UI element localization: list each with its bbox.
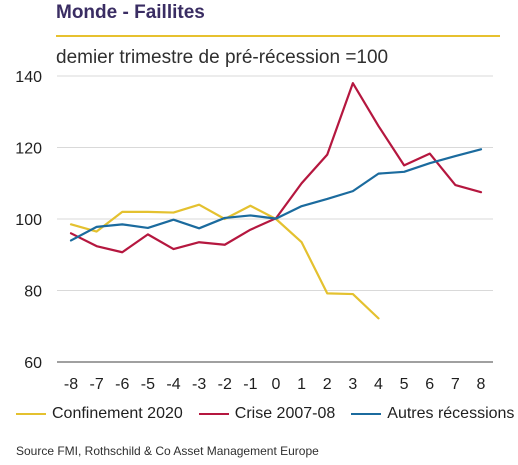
x-tick-label: 0	[272, 376, 281, 393]
x-tick-label: 1	[297, 376, 306, 393]
x-tick-label: 5	[400, 376, 409, 393]
x-tick-label: 8	[477, 376, 486, 393]
legend-item-autres-recessions: Autres récessions	[351, 405, 514, 423]
x-tick-label: -7	[90, 376, 104, 393]
chart-title: Monde - Faillites	[56, 2, 205, 23]
x-tick-label: 2	[323, 376, 332, 393]
legend-item-confinement-2020: Confinement 2020	[16, 405, 183, 423]
chart-subtitle: demier trimestre de pré-récession =100	[56, 47, 389, 68]
x-tick-label: -6	[115, 376, 129, 393]
y-tick-label: 120	[15, 141, 42, 158]
x-tick-label: -1	[243, 376, 257, 393]
y-tick-label: 100	[15, 212, 42, 229]
x-tick-label: -4	[166, 376, 180, 393]
x-tick-label: -3	[192, 376, 206, 393]
x-tick-label: -8	[64, 376, 78, 393]
legend-swatch-autres-recessions	[351, 413, 382, 415]
legend-item-crise-2007-08: Crise 2007-08	[198, 405, 336, 423]
title-underline	[56, 35, 500, 37]
legend-swatch-crise-2007-08	[198, 413, 229, 415]
x-tick-label: 6	[425, 376, 434, 393]
source-note: Source FMI, Rothschild & Co Asset Manage…	[16, 444, 319, 458]
x-tick-label: 4	[374, 376, 383, 393]
x-tick-label: -5	[141, 376, 155, 393]
series-layer	[69, 82, 483, 320]
axis-layer: 60 80 100 120 140 -8 -7 -6 -5 -4 -3 -2 -1 0 1 2 3 4 5 6 7 8	[15, 69, 493, 393]
legend-label-confinement-2020: Confinement 2020	[52, 405, 183, 422]
y-tick-label: 80	[24, 284, 42, 301]
y-tick-label: 60	[24, 355, 42, 372]
legend-label-crise-2007-08: Crise 2007-08	[234, 405, 336, 422]
legend-swatch-confinement-2020	[16, 413, 46, 415]
grid-layer	[57, 75, 493, 291]
legend-label-autres-recessions: Autres récessions	[387, 405, 515, 422]
series-line-2	[69, 148, 483, 242]
y-tick-label: 140	[15, 69, 42, 86]
series-line-0	[69, 203, 380, 320]
legend: Confinement 2020 Crise 2007-08 Autres ré…	[16, 404, 518, 424]
x-tick-label: 7	[451, 376, 460, 393]
x-tick-label: 3	[348, 376, 357, 393]
x-tick-label: -2	[218, 376, 232, 393]
